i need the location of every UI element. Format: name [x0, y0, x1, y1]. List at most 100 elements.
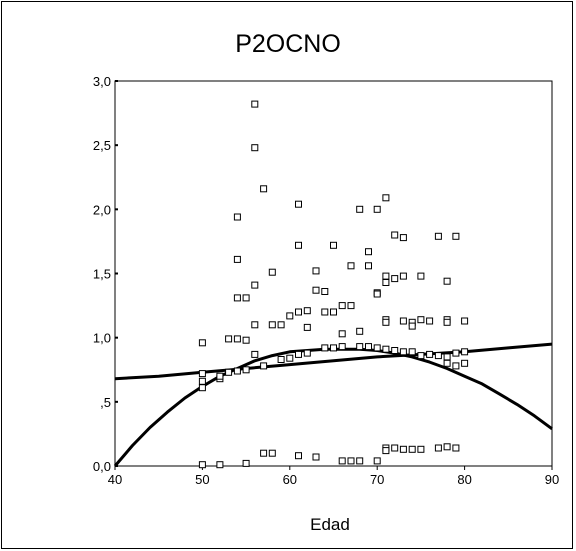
data-point	[233, 335, 241, 343]
x-tick-label: 70	[370, 472, 384, 487]
data-point	[330, 241, 337, 249]
data-point	[426, 350, 434, 358]
tick-labels: 40 50 60 70 80 90 0,0 ,5 1,0 1,5 2,0 2,5 3,0	[93, 74, 559, 487]
axes	[114, 80, 553, 470]
y-tick-label: 2,0	[93, 202, 111, 217]
data-point	[321, 344, 329, 352]
data-point	[312, 267, 320, 275]
data-point	[373, 290, 381, 298]
data-point	[382, 272, 390, 280]
x-tick-label: 90	[545, 472, 559, 487]
fit-curves	[113, 342, 553, 467]
data-point	[268, 449, 276, 457]
data-point	[198, 370, 206, 378]
data-point	[382, 279, 390, 286]
data-point	[277, 356, 285, 363]
data-point	[391, 444, 399, 452]
data-point	[452, 349, 460, 357]
data-point	[356, 205, 364, 213]
data-point	[443, 318, 451, 326]
data-point	[225, 368, 233, 376]
y-tick-label: 1,0	[93, 331, 111, 346]
data-point	[382, 318, 390, 326]
data-point	[443, 277, 451, 285]
data-point	[268, 268, 276, 276]
data-point	[347, 262, 355, 270]
data-point	[408, 322, 416, 330]
data-point	[434, 232, 442, 240]
data-point	[382, 447, 390, 455]
data-point	[408, 445, 416, 453]
y-tick-label: 3,0	[93, 74, 111, 89]
data-point	[312, 453, 320, 461]
x-tick-label: 80	[457, 472, 471, 487]
data-point	[391, 347, 399, 354]
data-point	[260, 362, 268, 370]
data-point	[417, 316, 425, 324]
data-point	[303, 307, 311, 315]
data-point	[251, 144, 259, 152]
data-point	[242, 294, 250, 302]
data-point	[356, 327, 364, 335]
data-point	[321, 288, 329, 295]
fit-curve-2	[113, 347, 553, 467]
data-point	[198, 377, 206, 385]
x-tick-label: 40	[108, 472, 122, 487]
data-point	[443, 359, 451, 367]
data-point	[399, 348, 407, 356]
data-point	[399, 445, 407, 453]
data-point	[417, 445, 425, 453]
data-point	[330, 344, 337, 352]
data-point	[251, 321, 259, 329]
data-point	[330, 308, 337, 316]
data-point	[260, 185, 268, 193]
data-point	[233, 255, 241, 263]
data-point	[338, 330, 346, 338]
plot-area	[114, 80, 553, 467]
data-point	[373, 457, 381, 465]
data-point	[251, 350, 259, 358]
data-point	[365, 343, 372, 351]
data-point	[434, 444, 442, 452]
data-point	[260, 449, 268, 457]
data-point	[382, 345, 390, 353]
data-point	[373, 344, 381, 352]
y-tick-label: 1,5	[93, 267, 111, 282]
data-point	[338, 343, 346, 351]
data-point	[426, 317, 434, 325]
data-point	[303, 349, 311, 357]
data-point	[198, 384, 206, 392]
data-point	[216, 461, 224, 469]
data-point	[233, 294, 241, 302]
data-point	[391, 275, 399, 283]
chart-title: P2OCNO	[235, 30, 341, 58]
data-point	[399, 317, 407, 325]
data-point	[286, 354, 294, 362]
data-point	[461, 348, 469, 356]
data-point	[251, 100, 259, 108]
data-point	[373, 205, 381, 213]
x-axis-label: Edad	[310, 515, 350, 534]
data-point	[347, 457, 355, 465]
fit-curve-1	[114, 342, 553, 381]
data-point	[286, 312, 294, 320]
data-point	[365, 262, 372, 270]
data-point	[242, 336, 250, 344]
data-point	[295, 200, 302, 208]
data-point	[295, 350, 302, 358]
data-point	[198, 461, 206, 469]
data-point	[242, 459, 250, 467]
x-tick-label: 60	[283, 472, 297, 487]
data-point	[295, 241, 302, 249]
x-tick-label: 50	[195, 472, 209, 487]
data-point	[225, 335, 233, 343]
data-point	[382, 194, 390, 202]
data-point	[312, 286, 320, 294]
data-point	[399, 272, 407, 280]
data-point	[303, 323, 311, 331]
data-point	[417, 352, 425, 360]
data-point	[452, 232, 460, 240]
data-point	[365, 248, 372, 256]
